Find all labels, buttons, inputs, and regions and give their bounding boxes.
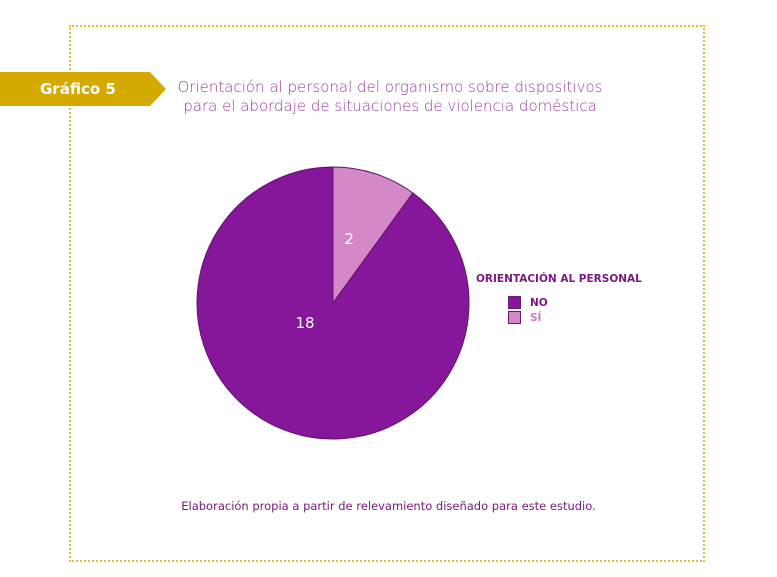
legend-swatch-no (508, 296, 521, 309)
legend-item-no: NO (508, 295, 548, 310)
chart-frame (69, 25, 705, 562)
chart-title-line-2: para el abordaje de situaciones de viole… (183, 97, 597, 115)
figure-tag: Gráfico 5 (0, 72, 166, 106)
pie-label-si: 2 (344, 230, 354, 248)
chart-title: Orientación al personal del organismo so… (170, 78, 610, 116)
pie-label-no: 18 (295, 314, 314, 332)
legend-label-no: NO (530, 296, 548, 309)
pie-slice-si (332, 166, 414, 305)
legend-title: ORIENTACIÓN AL PERSONAL (476, 273, 642, 285)
legend-label-si: SÍ (530, 311, 542, 324)
source-note: Elaboración propia a partir de relevamie… (181, 499, 596, 513)
chart-title-line-1: Orientación al personal del organismo so… (177, 78, 603, 96)
legend-swatch-si (508, 311, 521, 324)
legend-item-si: SÍ (508, 310, 541, 325)
pie-chart: 2 18 (196, 166, 470, 440)
figure-tag-label: Gráfico 5 (40, 80, 116, 98)
pie-slice-no (196, 166, 470, 440)
